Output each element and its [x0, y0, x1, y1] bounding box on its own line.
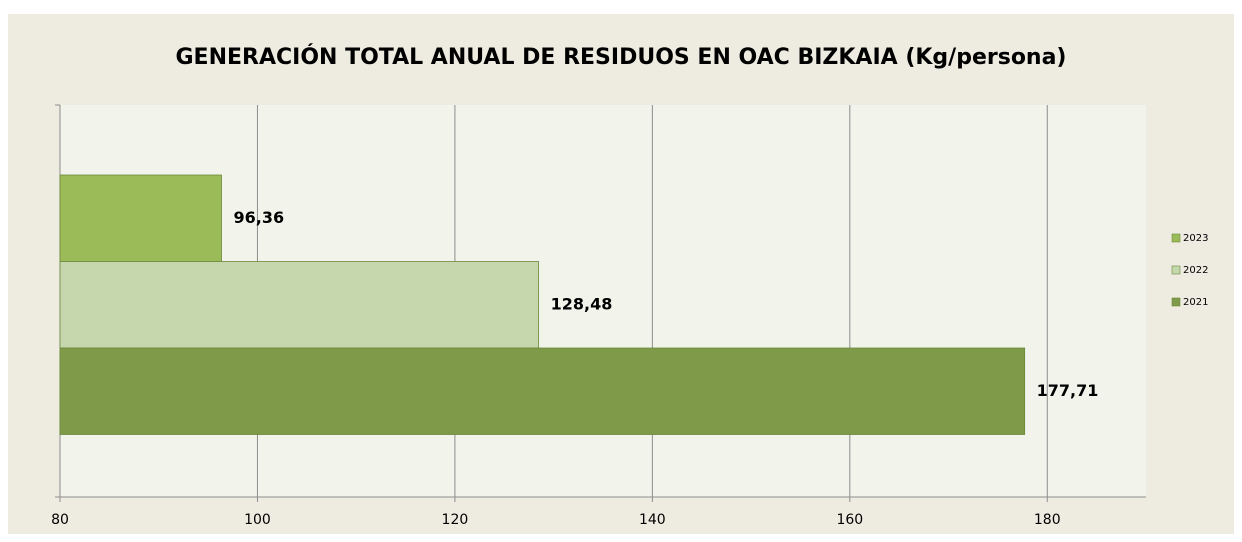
x-tick-label: 160	[836, 512, 863, 528]
x-tick-label: 100	[244, 512, 271, 528]
data-label: 96,36	[234, 208, 285, 227]
x-tick-label: 80	[51, 512, 69, 528]
x-tick-label: 120	[442, 512, 469, 528]
data-label: 177,71	[1037, 381, 1099, 400]
legend-swatch	[1171, 297, 1181, 307]
x-tick-label: 140	[639, 512, 666, 528]
legend-swatch	[1171, 265, 1181, 275]
x-tick-label: 180	[1034, 512, 1061, 528]
legend-label: 2021	[1183, 297, 1208, 308]
chart-title: GENERACIÓN TOTAL ANUAL DE RESIDUOS EN OA…	[176, 44, 1067, 70]
bar	[59, 261, 540, 349]
bar	[59, 174, 222, 262]
legend-swatch	[1171, 233, 1181, 243]
bar	[59, 347, 1026, 435]
legend-label: 2023	[1183, 233, 1208, 244]
legend-label: 2022	[1183, 265, 1208, 276]
data-label: 128,48	[551, 294, 613, 313]
